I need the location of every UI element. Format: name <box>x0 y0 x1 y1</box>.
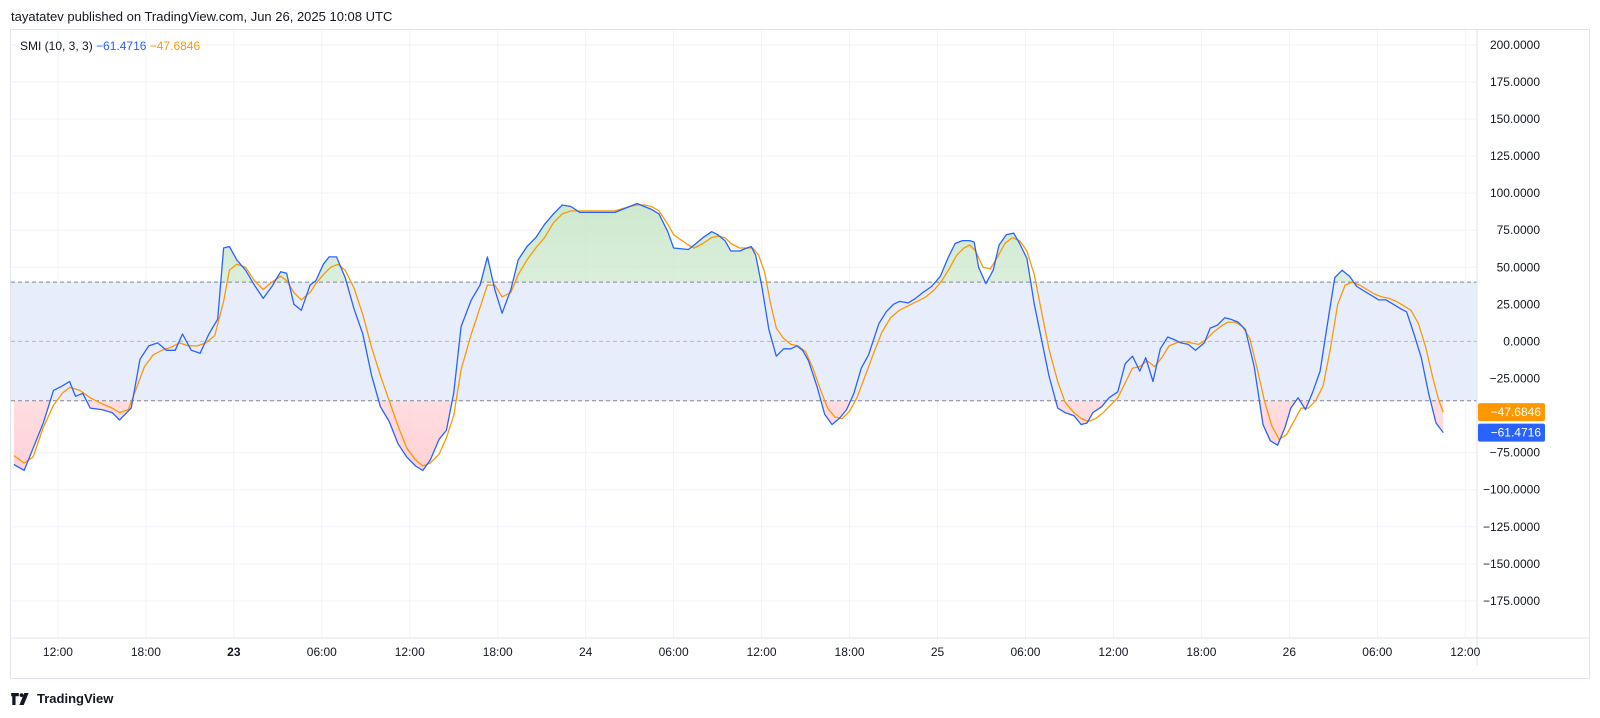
oversold-fill <box>13 400 1444 471</box>
x-axis-tick-label: 06:00 <box>659 645 689 659</box>
smi-line[interactable] <box>13 202 1444 472</box>
x-axis-tick-label: 26 <box>1283 645 1297 659</box>
x-axis-tick-label: 18:00 <box>1186 645 1216 659</box>
x-axis-tick-label: 06:00 <box>307 645 337 659</box>
x-axis-tick-label: 12:00 <box>1450 645 1480 659</box>
y-axis-tick-label: 75.0000 <box>1497 223 1541 237</box>
y-axis-tick-label: −25.0000 <box>1490 371 1541 385</box>
overbought-fill <box>13 203 1444 283</box>
x-axis-tick-label: 24 <box>579 645 593 659</box>
tradingview-wordmark: TradingView <box>37 691 114 706</box>
y-axis-tick-label: 50.0000 <box>1497 260 1541 274</box>
x-axis-tick-label: 12:00 <box>43 645 73 659</box>
smi-legend-value: −61.4716 <box>96 39 150 53</box>
indicator-name: SMI (10, 3, 3) <box>20 39 96 53</box>
y-axis-tick-label: 175.0000 <box>1490 75 1540 89</box>
signal-line[interactable] <box>13 204 1444 467</box>
x-axis-tick-label: 18:00 <box>835 645 865 659</box>
x-axis-tick-label: 12:00 <box>747 645 777 659</box>
y-axis-tick-label: −75.0000 <box>1490 446 1541 460</box>
x-axis-tick-label: 18:00 <box>483 645 513 659</box>
smi-value-tag-background <box>1478 423 1545 442</box>
y-axis-tick-label: 25.0000 <box>1497 297 1541 311</box>
y-axis-tick-label: −125.0000 <box>1483 520 1540 534</box>
x-axis-tick-label: 06:00 <box>1010 645 1040 659</box>
signal-legend-value: −47.6846 <box>150 39 201 53</box>
tradingview-branding[interactable]: TradingView <box>11 691 113 706</box>
x-axis-tick-label: 18:00 <box>131 645 161 659</box>
x-axis-tick-label: 25 <box>931 645 945 659</box>
smi-value-tag: −61.4716 <box>1491 426 1542 440</box>
indicator-legend[interactable]: SMI (10, 3, 3) −61.4716 −47.6846 <box>20 39 200 53</box>
x-axis-tick-label: 23 <box>227 645 241 659</box>
signal-value-tag-background <box>1478 403 1545 422</box>
y-axis-tick-label: 200.0000 <box>1490 38 1540 52</box>
x-axis-tick-label: 12:00 <box>395 645 425 659</box>
publisher-caption: tayatatev published on TradingView.com, … <box>11 9 393 24</box>
y-axis-tick-label: 100.0000 <box>1490 186 1540 200</box>
x-axis-tick-label: 06:00 <box>1362 645 1392 659</box>
chart-pane[interactable] <box>10 29 1590 679</box>
y-axis-tick-label: 125.0000 <box>1490 149 1540 163</box>
y-axis-tick-label: −150.0000 <box>1483 557 1540 571</box>
x-axis-tick-label: 12:00 <box>1098 645 1128 659</box>
y-axis-tick-label: −175.0000 <box>1483 594 1540 608</box>
y-axis-tick-label: −100.0000 <box>1483 483 1540 497</box>
y-axis-tick-label: 0.0000 <box>1503 334 1540 348</box>
y-axis-tick-label: 150.0000 <box>1490 112 1540 126</box>
signal-value-tag: −47.6846 <box>1491 405 1542 419</box>
tradingview-logo-icon <box>11 692 29 705</box>
